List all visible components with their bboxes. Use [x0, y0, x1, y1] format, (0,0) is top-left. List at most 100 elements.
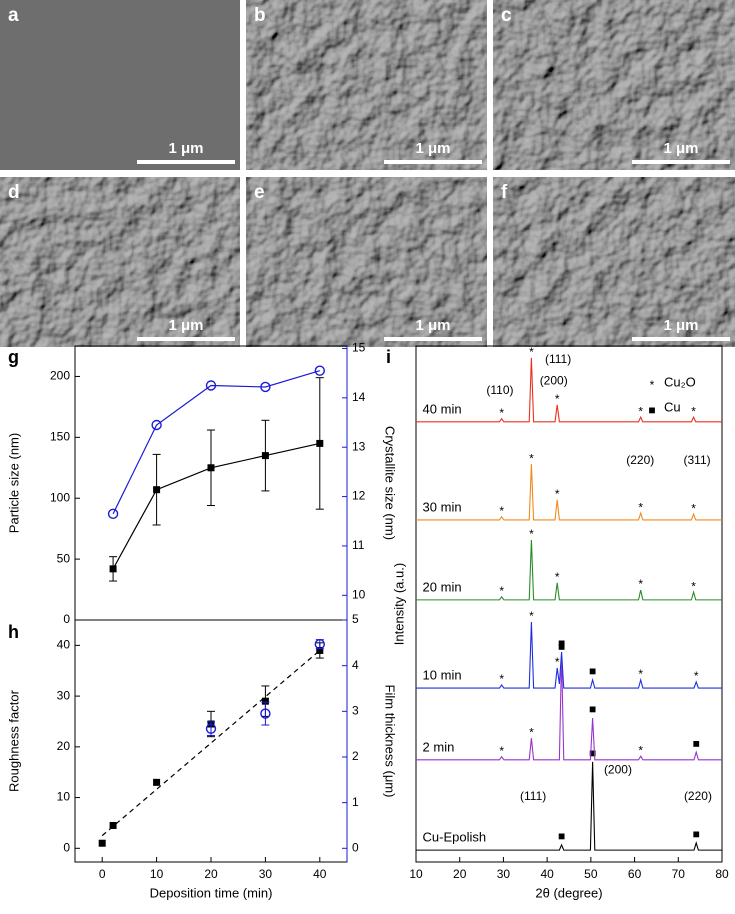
peak-marker: *: [691, 579, 696, 593]
peak-marker: *: [529, 725, 534, 739]
scale-bar-label: 1 μm: [663, 317, 698, 334]
point: [205, 380, 217, 391]
peak-marker: *: [638, 667, 643, 681]
peak-index: (200): [540, 373, 568, 387]
peak-marker: *: [499, 406, 504, 420]
image-label: b: [254, 5, 266, 26]
peak-marker: ■: [558, 636, 565, 650]
y2-tick-label: 12: [352, 489, 366, 503]
peak-index: (220): [684, 789, 712, 803]
image-label: d: [8, 182, 20, 203]
y2-tick-label: 13: [352, 439, 366, 453]
y2-tick-label: 15: [352, 341, 366, 355]
scale-bar-label: 1 μm: [168, 317, 203, 334]
point: [153, 778, 161, 786]
point: [261, 452, 269, 460]
series-label: Cu-Epolish: [423, 830, 487, 845]
legend-symbol: *: [650, 378, 655, 392]
point: [314, 365, 325, 376]
plot-frame: [415, 345, 723, 863]
peak-marker: *: [529, 345, 534, 359]
y-tick-label: 0: [63, 840, 70, 854]
y2-tick-label: 4: [352, 658, 359, 672]
peak-marker: *: [638, 404, 643, 418]
point: [261, 697, 269, 705]
peak-index: (200): [604, 762, 632, 776]
panel-label: g: [8, 347, 19, 367]
y2-axis-label: Crystallite size (nm): [383, 426, 398, 540]
point: [260, 708, 271, 719]
point: [109, 821, 117, 829]
series-line: [101, 649, 321, 837]
y2-tick-label: 5: [352, 612, 359, 626]
peak-marker: *: [499, 672, 504, 686]
peak-marker: ■: [589, 702, 596, 716]
y-axis-label: Particle size (nm): [6, 433, 21, 533]
peak-marker: ■: [558, 829, 565, 843]
series-label: 10 min: [423, 668, 462, 683]
y-axis-label: Intensity (a.u.): [391, 563, 406, 645]
peak-marker: *: [638, 500, 643, 514]
x-tick-label: 40: [540, 867, 554, 881]
y2-tick-label: 2: [352, 749, 359, 763]
y-tick-label: 50: [57, 551, 71, 565]
peak-marker: ■: [558, 639, 565, 653]
point: [316, 439, 324, 447]
point: [98, 839, 106, 847]
point: [151, 419, 162, 431]
peak-marker: *: [499, 504, 504, 518]
scale-bar-label: 1 μm: [663, 140, 698, 157]
peak-marker: *: [638, 577, 643, 591]
peak-index: (110): [486, 383, 513, 397]
series-line: [416, 622, 722, 689]
peak-marker: *: [638, 743, 643, 757]
peak-marker: *: [529, 609, 534, 623]
point: [107, 508, 119, 520]
x-tick-label: 20: [204, 867, 218, 881]
sem-image: [246, 177, 487, 347]
error-bar: [261, 701, 270, 726]
series-label: 20 min: [423, 579, 462, 594]
x-tick-label: 0: [99, 867, 106, 881]
point: [316, 646, 324, 654]
peak-marker: *: [529, 451, 534, 465]
y-axis-label: Roughness factor: [6, 689, 21, 792]
y2-tick-label: 10: [352, 587, 366, 601]
y2-axis-label: Film thickness (μm): [383, 685, 398, 798]
legend-label: Cu: [664, 399, 681, 414]
peak-marker: ■: [589, 664, 596, 678]
y-tick-label: 10: [57, 790, 71, 804]
series-line: [416, 357, 722, 423]
x-tick-label: 20: [453, 867, 467, 881]
peak-marker: *: [691, 501, 696, 515]
x-tick-label: 60: [628, 867, 642, 881]
point: [314, 639, 325, 650]
x-tick-label: 30: [497, 867, 511, 881]
peak-index: (111): [545, 352, 571, 366]
sem-image: [493, 177, 735, 347]
y-tick-label: 30: [57, 688, 71, 702]
scale-bar-label: 1 μm: [168, 140, 203, 157]
series-line: [112, 442, 320, 570]
peak-marker: *: [694, 669, 699, 683]
series-label: 40 min: [423, 401, 462, 416]
y-tick-label: 200: [50, 369, 70, 383]
point: [260, 381, 271, 393]
panel-label: i: [386, 347, 391, 367]
peak-marker: ■: [589, 746, 596, 760]
peak-marker: *: [529, 527, 534, 541]
peak-marker: *: [691, 404, 696, 418]
y-tick-label: 100: [50, 490, 70, 504]
peak-index: (311): [684, 453, 711, 467]
image-label: f: [501, 182, 508, 203]
y-tick-label: 20: [57, 739, 71, 753]
x-tick-label: 80: [715, 867, 729, 881]
peak-index: (220): [626, 453, 654, 467]
scale-bar-label: 1 μm: [415, 140, 450, 157]
series-line: [416, 761, 722, 851]
y2-tick-label: 0: [352, 840, 359, 854]
y-tick-label: 0: [63, 612, 70, 626]
peak-marker: *: [499, 744, 504, 758]
legend-label: Cu₂O: [664, 374, 696, 389]
